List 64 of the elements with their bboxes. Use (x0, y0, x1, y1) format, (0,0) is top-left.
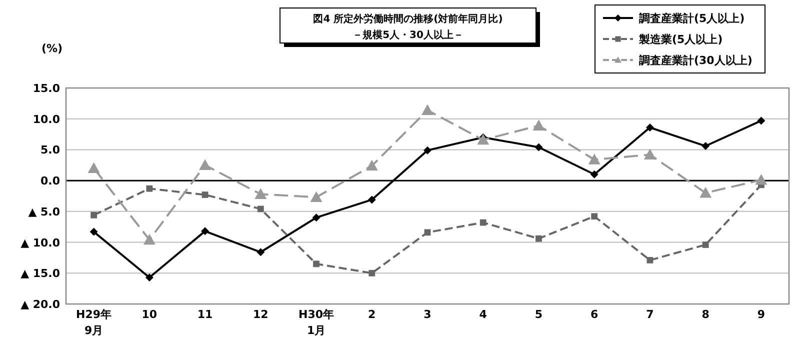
point (145, 273, 154, 282)
point (366, 160, 378, 171)
x-tick-label: 8 (702, 308, 710, 321)
y-tick-label: 15.0 (32, 82, 60, 95)
point (702, 242, 709, 248)
point (310, 191, 322, 202)
y-tick-label: ▲ 10.0 (20, 236, 60, 250)
legend-label: 調査産業計(5人以上) (639, 12, 745, 25)
point (536, 235, 542, 242)
point (90, 228, 98, 236)
point (590, 170, 598, 178)
point (143, 234, 156, 245)
point (146, 185, 153, 192)
point (368, 270, 376, 276)
point (646, 256, 654, 264)
point (757, 116, 766, 125)
point (591, 213, 598, 220)
point (700, 186, 712, 198)
point (313, 260, 320, 268)
point (424, 229, 431, 236)
point (702, 142, 710, 150)
x-tick-label: 6 (590, 308, 599, 321)
x-tick-label: 9 (757, 308, 766, 321)
y-tick-label: ▲ 15.0 (20, 267, 60, 280)
x-tick-label: 12 (253, 308, 268, 321)
point (755, 174, 768, 185)
y-tick-label: 10.0 (32, 112, 60, 126)
legend-label: 調査産業計(30人以上) (639, 54, 752, 67)
x-tick-label: 5 (534, 308, 543, 321)
chart-subtitle: －規模5人・30人以上－ (352, 29, 464, 41)
y-tick-label: 5.0 (40, 144, 60, 157)
legend-label: 製造業(5人以上) (638, 33, 723, 46)
x-tick-label: 4 (479, 308, 488, 321)
x-tick-label: 3 (424, 308, 432, 321)
point (644, 148, 656, 160)
point (254, 188, 267, 199)
point (199, 159, 212, 170)
point (90, 212, 98, 218)
point (256, 248, 265, 256)
point (88, 162, 100, 174)
x-tick-label: 7 (646, 308, 654, 321)
point (477, 134, 490, 145)
point (646, 123, 654, 132)
y-tick-label: ▲ 20.0 (20, 298, 60, 311)
x-tick-label: 2 (368, 308, 376, 321)
point (201, 227, 210, 236)
chart-title: 図4 所定外労働時間の推移(対前年同月比) (313, 13, 503, 25)
point (368, 196, 376, 204)
x-tick-label: 10 (142, 308, 158, 321)
point (480, 219, 486, 226)
point (257, 206, 264, 212)
x-tick-label: 11 (197, 308, 213, 321)
point (588, 154, 600, 164)
point (312, 214, 320, 222)
y-tick-label: 0.0 (40, 174, 60, 188)
point (534, 143, 543, 152)
point (422, 104, 434, 116)
x-tick-label: H30年 1月 (298, 308, 334, 337)
y-tick-label: ▲ 5.0 (28, 205, 60, 218)
point (532, 120, 545, 130)
point (202, 192, 208, 198)
y-axis-title: (%) (41, 42, 63, 55)
point (424, 146, 432, 154)
x-tick-label: H29年 9月 (76, 308, 112, 337)
